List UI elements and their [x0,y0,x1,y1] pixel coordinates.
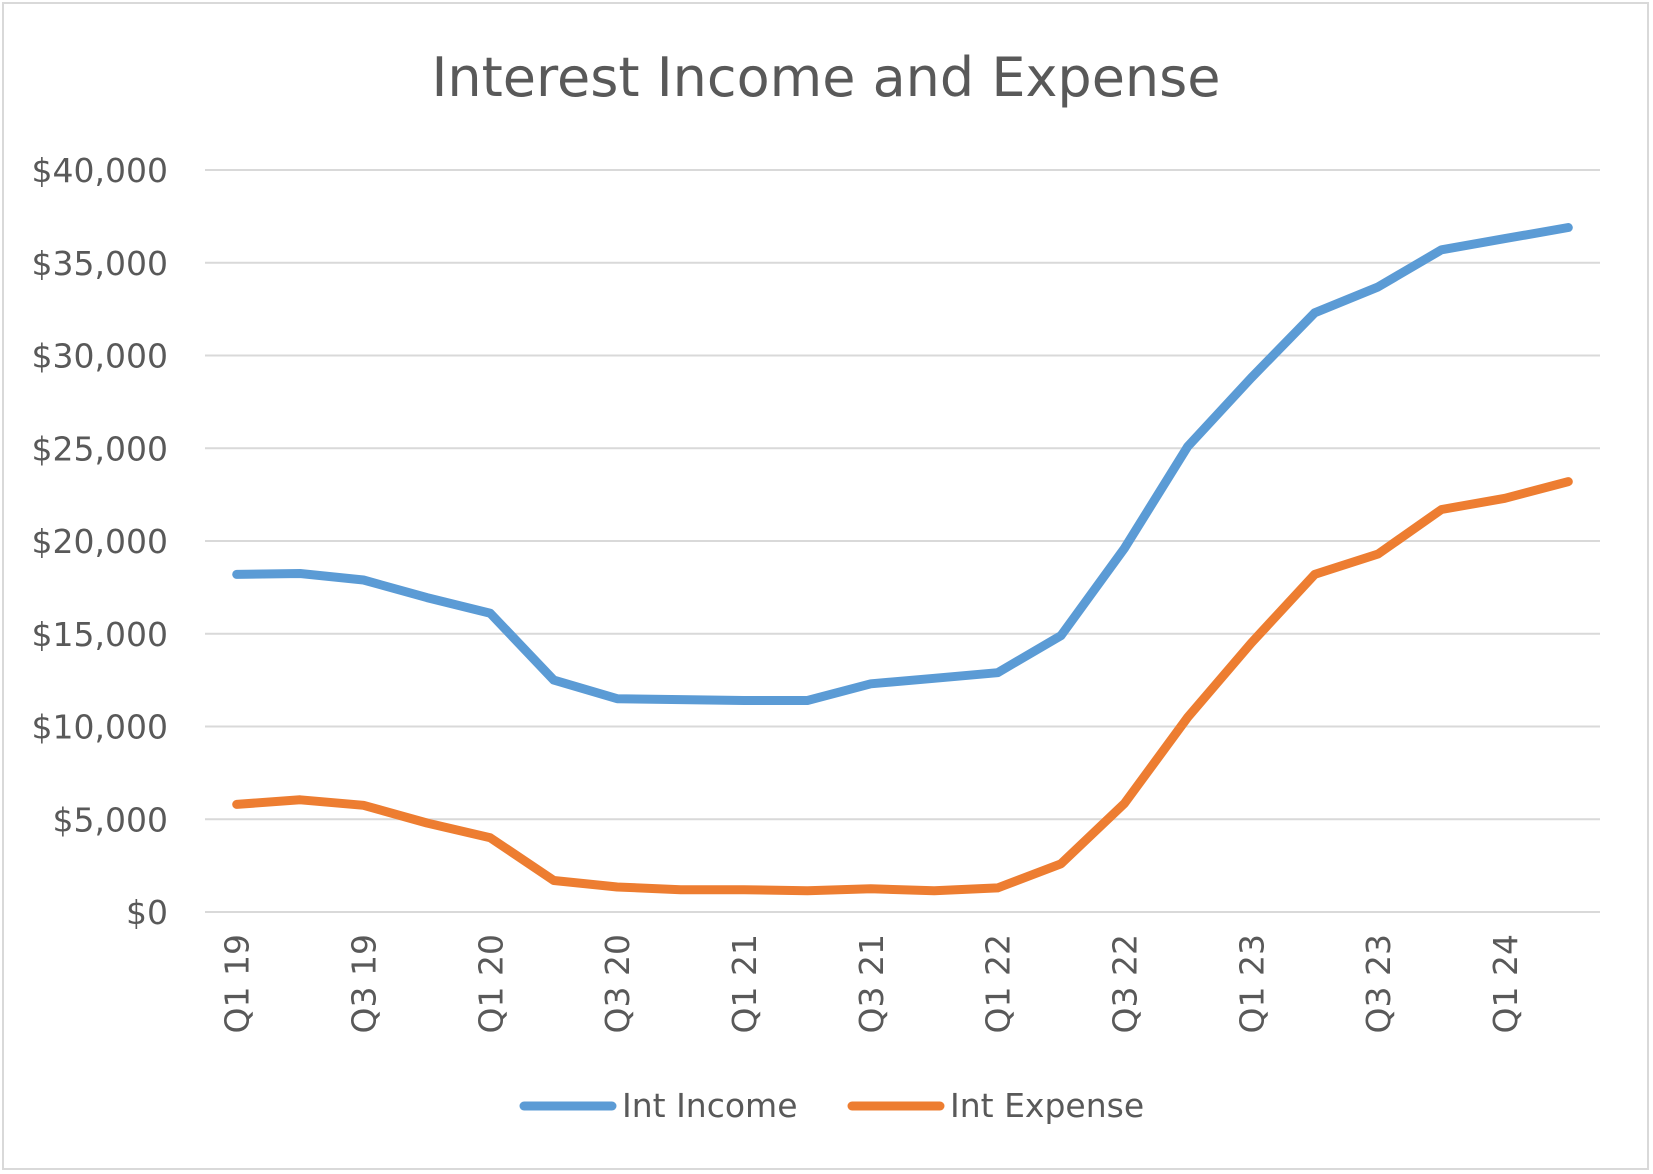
x-tick-label: Q3 19 [345,934,384,1033]
series-lines [232,223,1573,896]
x-tick-label: Q1 21 [725,934,764,1033]
y-axis-ticks: $0 $5,000 $10,000 $15,000 $20,000 $25,000 $30,… [32,151,168,932]
y-tick-label: $0 [126,893,168,932]
series-line-int-income [232,223,1573,705]
y-tick-label: $10,000 [32,708,168,747]
y-tick-label: $40,000 [32,151,168,190]
gridlines [205,169,1600,913]
x-tick-label: Q3 21 [852,934,891,1033]
legend: Int Income Int Expense [519,1086,1144,1125]
x-tick-label: Q3 22 [1105,934,1144,1033]
x-axis-ticks: Q1 19 Q3 19 Q1 20 Q3 20 Q1 21 Q3 21 Q1 22 Q3 22… [218,934,1525,1033]
y-tick-label: $5,000 [53,800,168,839]
x-tick-label: Q1 20 [471,934,510,1033]
x-tick-label: Q1 23 [1232,934,1271,1033]
y-tick-label: $25,000 [32,429,168,468]
y-tick-label: $20,000 [32,522,168,561]
y-tick-label: $30,000 [32,337,168,376]
series-line-int-expense [232,477,1573,896]
legend-label-int-income: Int Income [622,1086,798,1125]
x-tick-label: Q1 24 [1486,934,1525,1033]
chart-title: Interest Income and Expense [431,46,1220,109]
y-tick-label: $15,000 [32,615,168,654]
x-tick-label: Q1 22 [979,934,1018,1033]
x-tick-label: Q3 23 [1359,934,1398,1033]
y-tick-label: $35,000 [32,244,168,283]
x-tick-label: Q1 19 [218,934,257,1033]
legend-label-int-expense: Int Expense [950,1086,1144,1125]
x-tick-label: Q3 20 [598,934,637,1033]
